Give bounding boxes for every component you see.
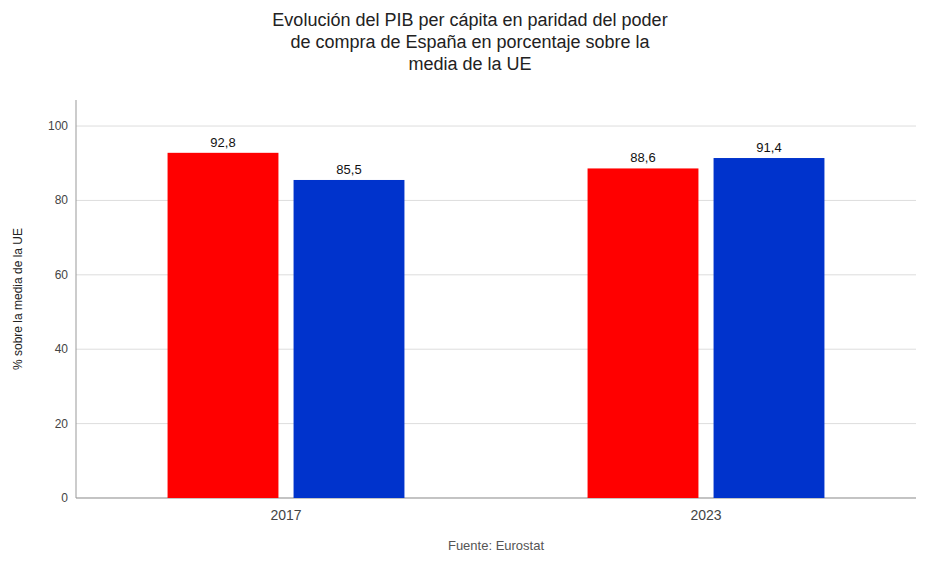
x-tick-label: 2023 xyxy=(690,507,721,523)
y-tick-label: 80 xyxy=(55,193,69,207)
y-tick-label: 40 xyxy=(55,342,69,356)
chart: Evolución del PIB per cápita en paridad … xyxy=(0,0,940,564)
bar xyxy=(588,168,699,498)
bars xyxy=(168,153,825,498)
y-axis-line xyxy=(76,100,77,498)
data-label: 91,4 xyxy=(756,140,781,155)
grid-line xyxy=(76,126,916,127)
y-tick-label: 100 xyxy=(48,119,68,133)
x-axis-label: Fuente: Eurostat xyxy=(448,538,544,553)
y-tick-label: 60 xyxy=(55,268,69,282)
data-label: 85,5 xyxy=(336,162,361,177)
y-axis-label: % sobre la media de la UE xyxy=(11,228,25,370)
title: Evolución del PIB per cápita en paridad … xyxy=(272,10,667,74)
data-labels: 92,8 85,5 88,6 91,4 xyxy=(210,135,781,177)
bar xyxy=(168,153,279,498)
y-tick-label: 0 xyxy=(61,491,68,505)
grid xyxy=(76,126,916,498)
bar xyxy=(714,158,825,498)
data-label: 88,6 xyxy=(630,150,655,165)
data-label: 92,8 xyxy=(210,135,235,150)
chart-container: Evolución del PIB per cápita en paridad … xyxy=(0,0,940,564)
x-tick-label: 2017 xyxy=(270,507,301,523)
y-tick-label: 20 xyxy=(55,417,69,431)
bar xyxy=(294,180,405,498)
